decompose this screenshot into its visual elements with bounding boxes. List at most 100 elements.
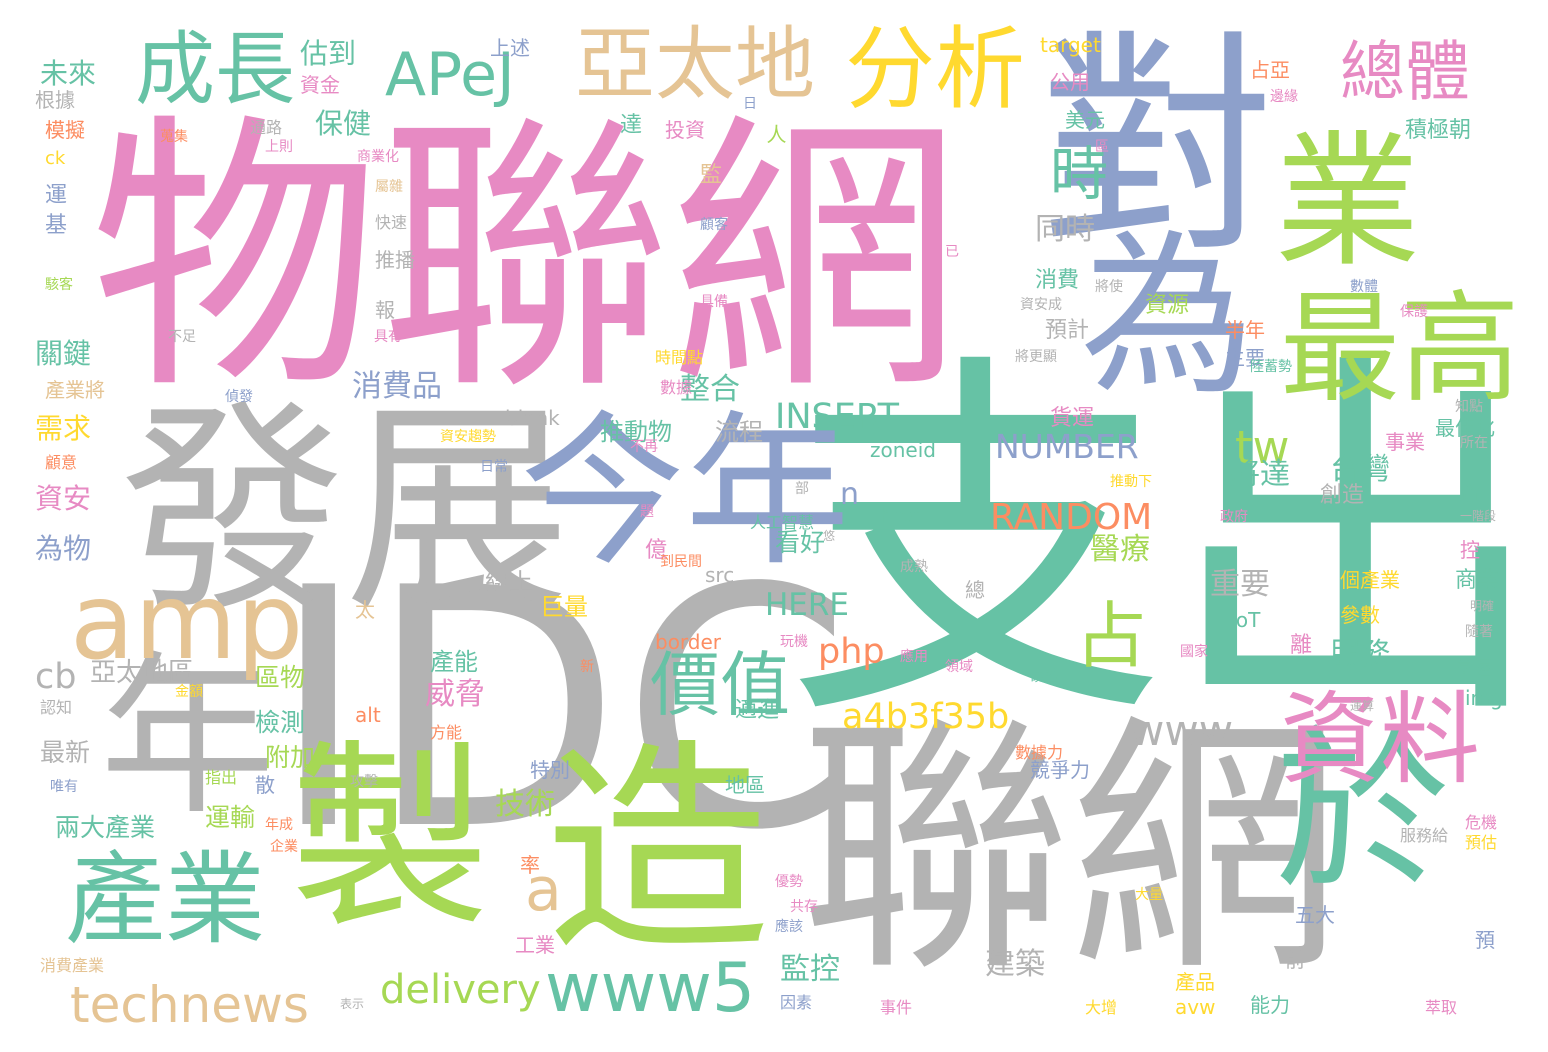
cloud-word: 積極朝 — [1405, 118, 1472, 143]
cloud-word: avw — [1175, 995, 1216, 1019]
cloud-word: 攻擊 — [350, 774, 378, 790]
cloud-word: 物聯網 — [90, 91, 960, 428]
cloud-word: www — [1130, 706, 1234, 755]
cloud-word: blank — [505, 406, 560, 430]
cloud-word: 消費品 — [352, 369, 442, 404]
cloud-word: 服務 — [1330, 637, 1390, 672]
cloud-word: 公用 — [1050, 70, 1090, 94]
cloud-word: NUMBER — [995, 427, 1139, 466]
cloud-word: 建築 — [985, 947, 1045, 982]
cloud-word: 推播 — [375, 248, 415, 272]
cloud-word: 人 — [763, 124, 787, 144]
cloud-word: 分析 — [845, 17, 1025, 122]
cloud-word: 產能 — [430, 648, 478, 676]
cloud-word: 對 — [1040, 11, 1275, 284]
cloud-word: 危機 — [1465, 813, 1498, 832]
cloud-word: 已 — [945, 244, 959, 260]
cloud-word: 新 — [580, 659, 594, 675]
cloud-word: 推動物 — [600, 418, 672, 446]
cloud-word: 亞太地區 — [90, 658, 195, 688]
cloud-word: 資安成 — [1020, 297, 1062, 313]
cloud-word: 運輸 — [205, 803, 256, 832]
cloud-word: 顧客 — [700, 217, 728, 233]
cloud-word: 占亞 — [1250, 58, 1290, 82]
cloud-word: 總體 — [1340, 35, 1471, 110]
cloud-word: 模擬 — [45, 118, 85, 142]
cloud-word: 商業 — [1455, 568, 1500, 593]
cloud-word: amp — [70, 561, 304, 683]
cloud-word: 國家 — [1180, 644, 1208, 660]
cloud-word: 投資 — [665, 118, 705, 142]
cloud-word: 貨運 — [1050, 406, 1095, 431]
cloud-word: 不足 — [168, 329, 196, 345]
cloud-word: 部 — [795, 481, 809, 497]
cloud-word: alt — [355, 703, 381, 727]
cloud-word: 快速 — [375, 213, 408, 232]
cloud-word: zoneid — [870, 438, 936, 462]
cloud-word: 成長 — [135, 23, 295, 116]
cloud-word: 運算 — [1350, 699, 1375, 713]
cloud-word: 支出 — [786, 323, 1546, 766]
cloud-word: 亞太地 — [575, 18, 815, 111]
cloud-word: 未來 — [40, 57, 97, 90]
cloud-word: 線上 — [485, 568, 533, 596]
cloud-word: HERE — [765, 587, 850, 623]
cloud-word: 預計 — [1045, 318, 1090, 343]
cloud-word: 整合 — [680, 372, 740, 407]
cloud-word: 資源 — [1145, 293, 1190, 318]
cloud-word: 運 — [45, 183, 68, 208]
cloud-word: 事件 — [880, 998, 913, 1017]
cloud-word: 唯有 — [50, 779, 78, 795]
cloud-word: 企業 — [270, 839, 298, 855]
cloud-word: 參數 — [1340, 603, 1380, 627]
cloud-word: 地區 — [725, 773, 765, 797]
cloud-word: 離 — [1290, 633, 1313, 658]
cloud-word: 事業 — [1385, 430, 1425, 454]
cloud-word: 產品 — [1175, 970, 1215, 994]
cloud-word: 基 — [45, 213, 68, 238]
cloud-word: 重要 — [1210, 567, 1270, 602]
cloud-word: 工業 — [515, 933, 555, 957]
cloud-word: href — [880, 503, 920, 527]
cloud-word: cb — [35, 657, 77, 697]
cloud-word: 報 — [375, 298, 395, 322]
cloud-word: 關鍵 — [35, 337, 92, 370]
cloud-word: 占 — [1075, 594, 1148, 678]
cloud-word: 商業化 — [357, 149, 399, 165]
cloud-word: 同時 — [1035, 212, 1095, 247]
cloud-word: APeJ — [385, 40, 515, 110]
cloud-word: 將使 — [1095, 279, 1123, 295]
cloud-word: n — [840, 477, 860, 512]
cloud-word: 玩機 — [780, 634, 808, 650]
cloud-word: technews — [70, 976, 309, 1034]
cloud-word: 應該 — [775, 919, 803, 935]
cloud-word: 區物 — [255, 663, 306, 692]
cloud-word: 題 — [640, 504, 654, 520]
cloud-word: 偵發 — [225, 389, 253, 405]
cloud-word: 達 — [620, 113, 643, 138]
cloud-word: 兩大產業 — [55, 813, 156, 842]
cloud-word: 將達 — [1230, 457, 1290, 492]
cloud-word: 巨量 — [540, 593, 588, 621]
cloud-word: 顧意 — [45, 453, 78, 472]
cloud-word: 消費產業 — [40, 956, 105, 975]
cloud-word: 服務給 — [1400, 826, 1449, 845]
cloud-word: ck — [45, 148, 66, 169]
cloud-word: 最新 — [40, 738, 91, 767]
cloud-word: 特別 — [530, 758, 570, 782]
cloud-word: 控 — [1460, 538, 1480, 562]
cloud-word: 半年 — [1225, 318, 1265, 342]
cloud-word: 需求 — [35, 412, 92, 445]
cloud-word: 資料 — [1280, 681, 1480, 798]
cloud-word: 發展 — [120, 381, 570, 643]
cloud-word: 上述 — [490, 36, 530, 60]
cloud-word: 太 — [355, 598, 375, 622]
cloud-word: 產業將 — [45, 378, 105, 402]
cloud-word: 預估 — [1465, 833, 1498, 852]
cloud-word: 聯網 — [800, 692, 1340, 1007]
cloud-word: src — [705, 563, 735, 587]
cloud-word: 年 — [100, 636, 275, 839]
cloud-word: 檢測 — [255, 708, 306, 737]
cloud-word: 億 — [645, 538, 668, 563]
